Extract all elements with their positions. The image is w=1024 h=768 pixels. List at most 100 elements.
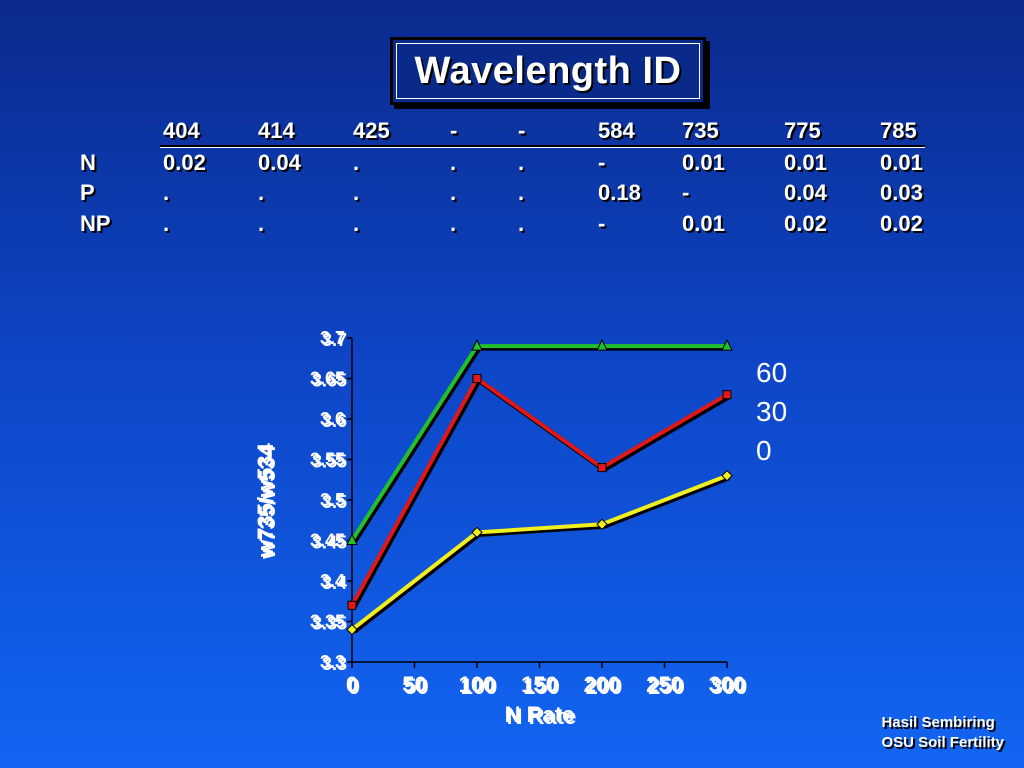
x-tick-label-shadow: 50 xyxy=(404,674,428,699)
x-tick-label: 150 xyxy=(521,672,558,697)
y-tick-label: 3.65 xyxy=(310,369,345,389)
x-tick-label-shadow: 150 xyxy=(523,674,560,699)
diamond-marker xyxy=(471,526,483,539)
table-header-cell: 425 xyxy=(353,118,390,143)
x-tick-label: 250 xyxy=(646,672,683,697)
table-cell: 0.04 xyxy=(258,150,301,175)
table-cell: . xyxy=(450,150,457,175)
table-header-cell: 404 xyxy=(163,118,200,143)
series-line-30 xyxy=(350,376,729,607)
series-line-shadow xyxy=(351,345,729,544)
credit-author: Hasil Sembiring xyxy=(881,714,995,731)
x-tick-label: 50 xyxy=(402,672,426,697)
y-tick-label: 3.45 xyxy=(310,531,345,551)
table-cell: . xyxy=(518,150,525,175)
y-tick-label-shadow: 3.65 xyxy=(312,371,347,391)
y-tick-label-shadow: 3.35 xyxy=(312,614,347,634)
wavelength-table: 404 414 425 - - 584 735 775 785 N 0.02 0.04... - 0.01… xyxy=(0,0,1024,260)
table-cell: 0.02 xyxy=(163,150,206,175)
table-header-cell: - xyxy=(450,118,458,143)
table-cell: . xyxy=(258,211,265,236)
y-tick-label-shadow: 3.3 xyxy=(322,654,347,674)
table-cell: - xyxy=(598,211,606,236)
table-cell: . xyxy=(450,180,457,205)
table-cell: 0.01 xyxy=(682,150,725,175)
table-cell: . xyxy=(518,211,525,236)
x-tick-label-shadow: 200 xyxy=(586,674,623,699)
legend-label-30: 30 xyxy=(756,396,787,427)
table-header-cell: 775 xyxy=(784,118,821,143)
table-cell: . xyxy=(163,211,170,236)
x-axis-label: N Rate xyxy=(505,702,575,727)
table-row-label: NP xyxy=(80,211,111,236)
table-header-rule xyxy=(160,145,925,147)
table-cell: 0.18 xyxy=(598,180,641,205)
table-row-label: N xyxy=(80,150,96,175)
diamond-marker xyxy=(596,518,608,531)
x-tick-label: 200 xyxy=(584,672,621,697)
series-line-shadow xyxy=(351,378,731,609)
table-cell: . xyxy=(353,180,360,205)
table-cell: 0.04 xyxy=(784,180,827,205)
page-title: Wavelength ID xyxy=(414,49,682,92)
y-tick-label-shadow: 3.7 xyxy=(322,330,347,350)
legend-label-60: 60 xyxy=(756,357,787,388)
triangle-marker xyxy=(346,533,358,545)
y-tick-label: 3.6 xyxy=(320,409,345,429)
diamond-marker xyxy=(346,623,358,636)
triangle-marker xyxy=(721,338,733,351)
table-header-cell: 584 xyxy=(598,118,635,143)
table-cell: 0.02 xyxy=(784,211,827,236)
y-tick-label: 3.7 xyxy=(320,328,345,348)
series-line-60 xyxy=(350,344,727,542)
x-tick-label: 100 xyxy=(459,672,496,697)
x-tick-label: 0 xyxy=(346,672,358,697)
table-cell: 0.01 xyxy=(682,211,725,236)
y-tick-label-shadow: 3.6 xyxy=(322,411,347,431)
legend-label-0: 0 xyxy=(756,435,772,466)
y-tick-label-shadow: 3.5 xyxy=(322,492,347,512)
credit: Hasil Sembiring OSU Soil Fertility xyxy=(881,713,1004,753)
table-cell: - xyxy=(598,150,606,175)
table-header-cell: 735 xyxy=(682,118,719,143)
series-line-shadow xyxy=(352,475,730,634)
table-cell: 0.01 xyxy=(880,150,923,175)
x-tick-label-shadow: 0 xyxy=(348,674,360,699)
square-marker xyxy=(597,463,607,473)
table-cell: . xyxy=(353,150,360,175)
table-header-cell: 414 xyxy=(258,118,295,143)
y-tick-label: 3.35 xyxy=(310,612,345,632)
series-line-0 xyxy=(350,473,728,632)
table-cell: 0.02 xyxy=(880,211,923,236)
table-cell: . xyxy=(450,211,457,236)
square-marker xyxy=(347,600,357,610)
table-cell: - xyxy=(682,180,690,205)
y-tick-label: 3.55 xyxy=(310,450,345,470)
table-cell: . xyxy=(258,180,265,205)
y-tick-label: 3.3 xyxy=(320,652,345,672)
x-axis-label-shadow: N Rate xyxy=(507,704,577,729)
y-tick-label-shadow: 3.45 xyxy=(312,533,347,553)
square-marker xyxy=(472,374,482,383)
y-axis-label: w735/w534 xyxy=(253,442,278,558)
y-tick-label: 3.5 xyxy=(320,490,345,510)
table-cell: 0.03 xyxy=(880,180,923,205)
table-row-label: P xyxy=(80,180,95,205)
triangle-marker xyxy=(596,338,608,351)
table-cell: . xyxy=(163,180,170,205)
diamond-marker xyxy=(721,469,733,482)
x-tick-label-shadow: 300 xyxy=(711,674,748,699)
y-axis-label-shadow: w735/w534 xyxy=(255,444,280,560)
table-header-cell: - xyxy=(518,118,526,143)
table-cell: . xyxy=(518,180,525,205)
table-header-cell: 785 xyxy=(880,118,917,143)
table-cell: . xyxy=(353,211,360,236)
y-tick-label: 3.4 xyxy=(320,571,345,591)
square-marker xyxy=(722,390,732,400)
y-tick-label-shadow: 3.4 xyxy=(322,573,347,593)
table-cell: 0.01 xyxy=(784,150,827,175)
x-tick-label-shadow: 100 xyxy=(461,674,498,699)
credit-org: OSU Soil Fertility xyxy=(881,734,1004,751)
title-box: Wavelength ID xyxy=(390,37,706,105)
